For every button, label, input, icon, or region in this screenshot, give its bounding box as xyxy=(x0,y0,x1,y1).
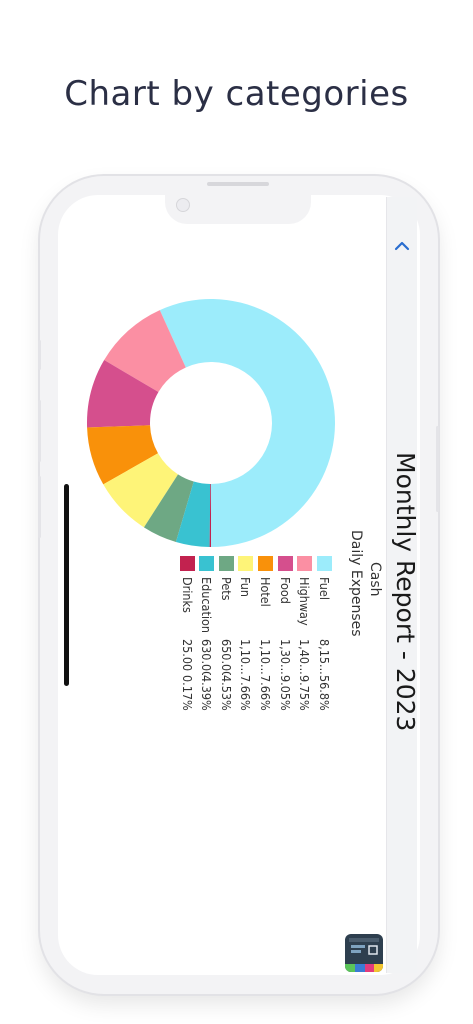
legend-swatch xyxy=(179,556,195,571)
legend-percent-label: 4.39% xyxy=(199,675,215,711)
legend-value-label: 1,30... xyxy=(277,639,293,675)
payment-method-label: Cash xyxy=(367,562,383,597)
legend-category-label: Food xyxy=(277,577,293,604)
donut-slice-drinks xyxy=(209,483,211,547)
scrollbar-thumb[interactable] xyxy=(64,484,69,686)
legend-swatch xyxy=(218,556,234,571)
donut-slice-fuel xyxy=(159,298,335,547)
legend-item-highway: Highway 1,40... 9.75% xyxy=(295,556,315,721)
legend-category-label: Drinks xyxy=(179,577,195,613)
chart-subtitle: Daily Expenses xyxy=(348,530,364,637)
donut-slice-pets xyxy=(143,474,194,542)
report-title: Monthly Report - 2023 xyxy=(391,452,420,732)
legend-value-label: 8,15... xyxy=(316,639,332,675)
legend-value-label: 25.00 xyxy=(179,639,195,672)
legend-value-label: 630.00 xyxy=(199,639,215,675)
phone-side-button xyxy=(436,426,439,512)
legend-value-label: 1,10... xyxy=(257,639,273,675)
legend-category-label: Fun xyxy=(238,577,254,598)
page-headline: Chart by categories xyxy=(64,74,409,114)
expenses-donut-chart xyxy=(87,298,335,547)
legend-category-label: Highway xyxy=(297,577,313,626)
chart-legend: Fuel 8,15... 56.8% Highway 1,40... 9.75% Food 1… xyxy=(177,556,334,721)
phone-side-button xyxy=(38,400,41,462)
donut-slice-education xyxy=(175,481,211,547)
legend-item-hotel: Hotel 1,10... 7.66% xyxy=(256,556,276,721)
legend-category-label: Hotel xyxy=(257,577,273,607)
legend-item-food: Food 1,30... 9.05% xyxy=(275,556,295,721)
legend-percent-label: 9.05% xyxy=(277,675,293,711)
phone-camera xyxy=(176,198,190,212)
toolbar-strip xyxy=(386,197,417,973)
legend-percent-label: 0.17% xyxy=(179,675,195,711)
legend-item-drinks: Drinks 25.00 0.17% xyxy=(177,556,197,721)
chevron-up-icon[interactable] xyxy=(392,236,412,256)
donut-slice-highway xyxy=(104,310,186,393)
legend-swatch xyxy=(277,556,293,571)
legend-swatch xyxy=(199,556,215,571)
legend-percent-label: 9.75% xyxy=(297,675,313,711)
donut-slice-hotel xyxy=(87,425,159,485)
legend-item-education: Education 630.00 4.39% xyxy=(197,556,217,721)
donut-slice-fun xyxy=(103,453,179,528)
legend-value-label: 1,40... xyxy=(297,639,313,675)
legend-item-fun: Fun 1,10... 7.66% xyxy=(236,556,256,721)
legend-swatch xyxy=(316,556,332,571)
legend-swatch xyxy=(257,556,273,571)
legend-percent-label: 56.8% xyxy=(316,675,332,711)
legend-swatch xyxy=(297,556,313,571)
app-icon[interactable] xyxy=(345,934,383,972)
phone-side-button xyxy=(38,340,41,370)
legend-item-pets: Pets 650.00 4.53% xyxy=(216,556,236,721)
legend-category-label: Education xyxy=(199,577,215,633)
phone-speaker xyxy=(207,182,269,186)
donut-slice-food xyxy=(87,360,159,428)
legend-item-fuel: Fuel 8,15... 56.8% xyxy=(314,556,334,721)
phone-side-button xyxy=(38,476,41,538)
legend-percent-label: 7.66% xyxy=(238,675,254,711)
legend-value-label: 650.00 xyxy=(218,639,234,675)
legend-swatch xyxy=(238,556,254,571)
legend-value-label: 1,10... xyxy=(238,639,254,675)
legend-percent-label: 4.53% xyxy=(218,675,234,711)
legend-category-label: Pets xyxy=(218,577,234,601)
legend-category-label: Fuel xyxy=(316,577,332,600)
legend-percent-label: 7.66% xyxy=(257,675,273,711)
